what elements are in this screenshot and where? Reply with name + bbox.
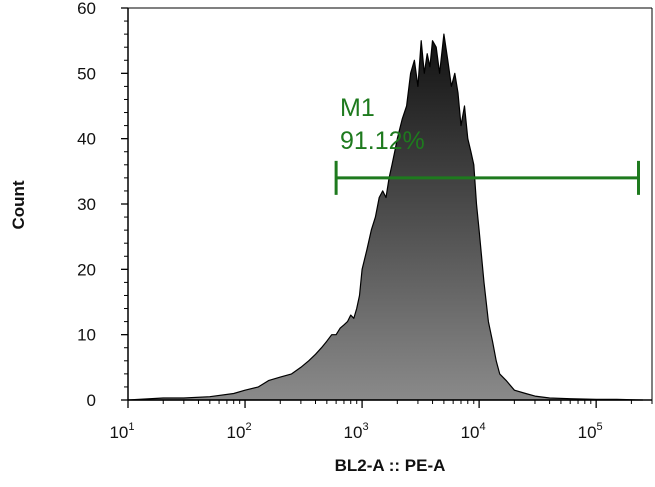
y-tick-label: 30 (77, 195, 96, 214)
x-axis-title: BL2-A :: PE-A (335, 456, 446, 475)
y-tick-label: 60 (77, 0, 96, 18)
gate-name-label: M1 (340, 94, 375, 122)
x-tick-label: 104 (461, 421, 486, 442)
y-tick-label: 20 (77, 260, 96, 279)
y-tick-label: 10 (77, 326, 96, 345)
x-tick-label: 102 (227, 421, 252, 442)
x-tick-label: 103 (344, 421, 369, 442)
gate-percent-label: 91.12% (340, 127, 425, 155)
x-tick-label: 101 (109, 421, 134, 442)
y-axis-title: Count (9, 180, 28, 229)
y-tick-label: 0 (87, 391, 96, 410)
y-tick-label: 40 (77, 130, 96, 149)
x-tick-label: 105 (578, 421, 603, 442)
y-tick-label: 50 (77, 64, 96, 83)
histogram-area (127, 33, 644, 401)
